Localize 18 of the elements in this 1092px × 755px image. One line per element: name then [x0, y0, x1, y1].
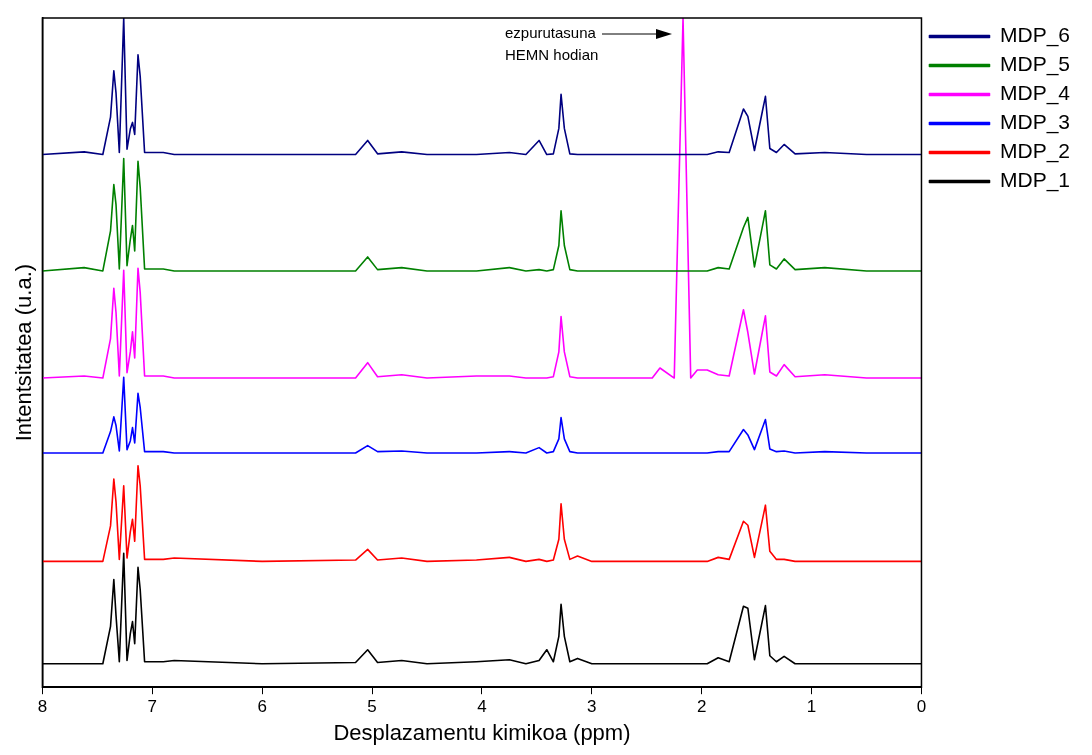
- legend-label: MDP_5: [999, 52, 1071, 77]
- x-axis-title: Desplazamentu kimikoa (ppm): [333, 719, 631, 745]
- legend-label: MDP_2: [999, 139, 1071, 164]
- x-tick-label: 4: [477, 697, 487, 717]
- x-tick-label: 1: [806, 697, 817, 717]
- annotation: ezpurutasuna HEMN hodian: [505, 23, 599, 65]
- x-tick-label: 6: [257, 697, 267, 717]
- x-tick-label: 2: [696, 697, 707, 717]
- x-tick-label: 3: [587, 697, 597, 717]
- legend-label: MDP_3: [999, 110, 1071, 135]
- y-axis-title: Intentsitatea (u.a.): [11, 263, 37, 442]
- x-tick-label: 0: [916, 697, 927, 717]
- x-tick-label: 5: [367, 697, 377, 717]
- legend-label: MDP_1: [999, 168, 1071, 193]
- legend-label: MDP_4: [999, 81, 1071, 106]
- x-tick-label: 8: [37, 697, 48, 717]
- legend-label: MDP_6: [999, 23, 1071, 48]
- x-tick-label: 7: [147, 697, 158, 717]
